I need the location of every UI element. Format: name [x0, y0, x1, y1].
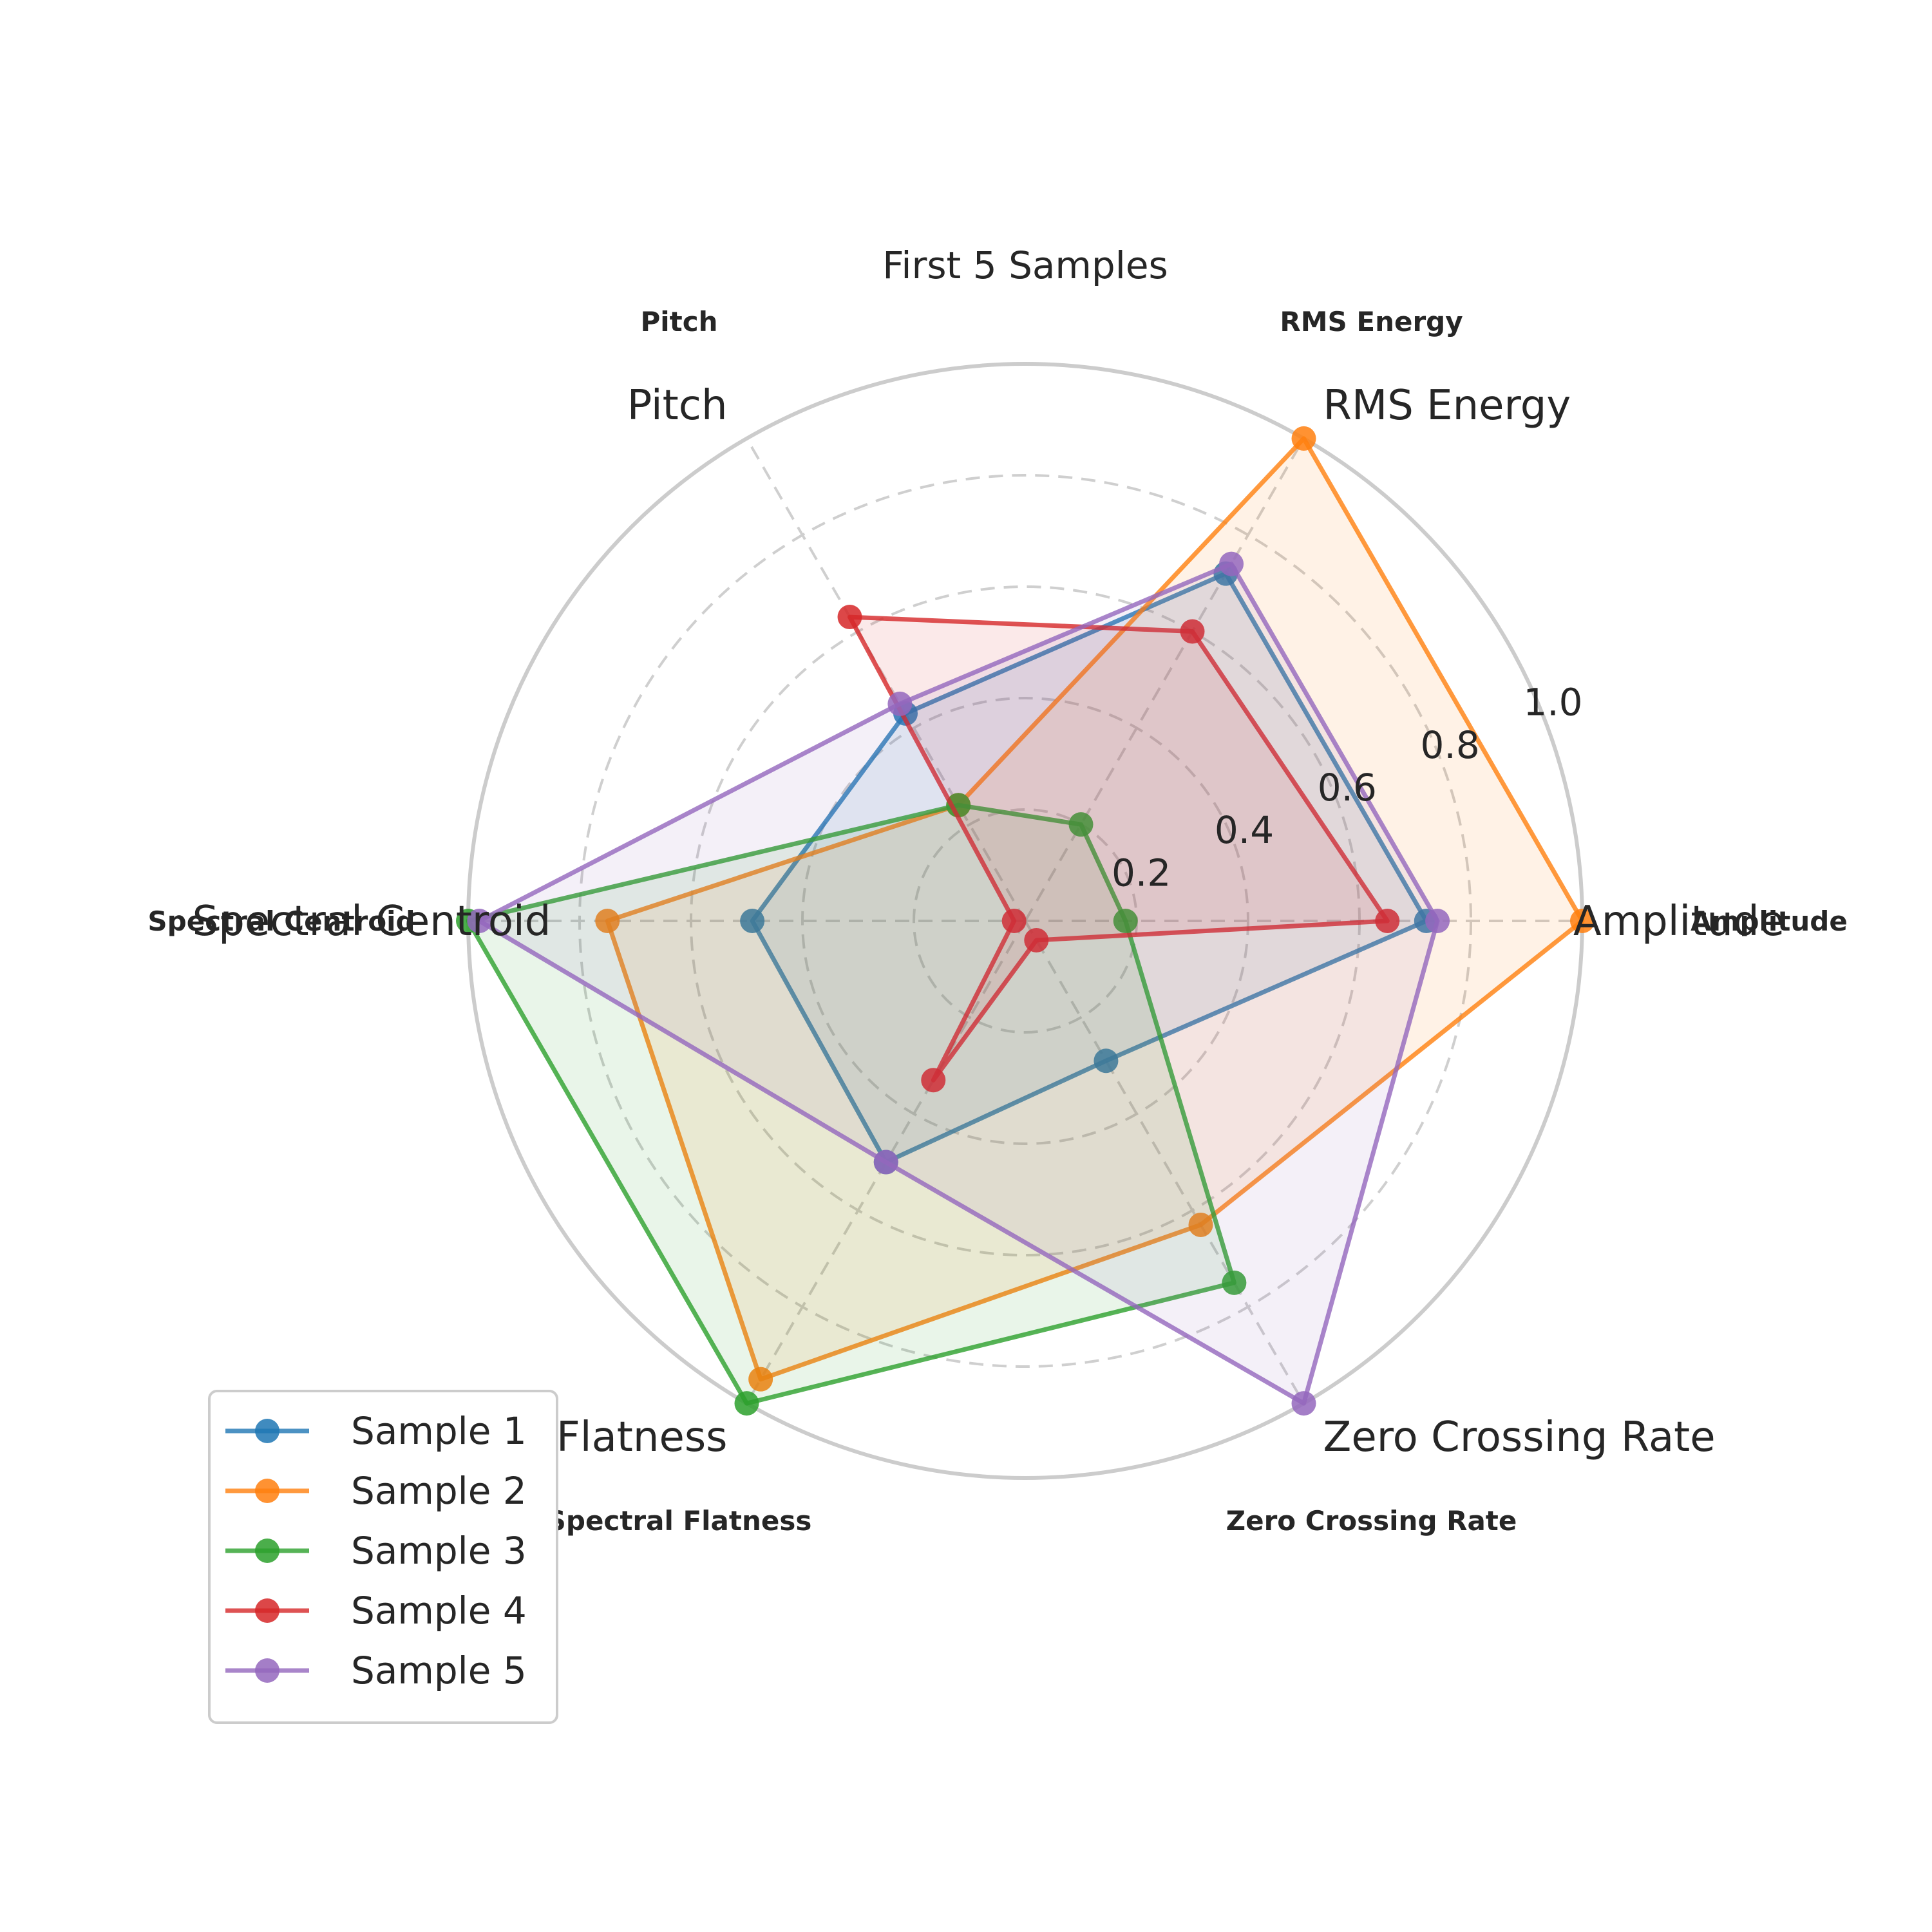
legend-label: Sample 2 [351, 1469, 527, 1513]
data-point [1024, 927, 1049, 952]
data-point [1001, 909, 1027, 933]
legend-item: Sample 5 [225, 1649, 527, 1692]
legend-label: Sample 3 [351, 1529, 527, 1573]
radial-tick-label: 0.4 [1215, 808, 1274, 852]
axis-label-bold: Zero Crossing Rate [1226, 1505, 1517, 1537]
series-area [752, 573, 1426, 1162]
data-point [921, 1068, 946, 1093]
legend-swatch-marker [255, 1479, 279, 1503]
chart-title: First 5 Samples [882, 243, 1168, 287]
legend-item: Sample 1 [225, 1409, 527, 1453]
series-area [849, 617, 1388, 1081]
legend: Sample 1 Sample 2 Sample 3 Sample 4 Sample 5 [208, 1390, 558, 1724]
axis-label-bold: RMS Energy [1280, 306, 1463, 337]
data-point [595, 909, 620, 933]
axis-label-bold: Spectral Centroid [147, 905, 415, 937]
legend-item: Sample 2 [225, 1469, 527, 1513]
data-point [873, 1150, 898, 1175]
axis-label: Amplitude [1573, 898, 1785, 945]
axis-label: Zero Crossing Rate [1323, 1414, 1716, 1461]
data-point [1375, 909, 1400, 933]
axis-label: Pitch [627, 382, 728, 430]
legend-swatch-marker [255, 1419, 279, 1443]
axis-label-bold: Amplitude [1690, 905, 1848, 937]
radial-tick-label: 0.6 [1318, 766, 1377, 810]
legend-item: Sample 4 [225, 1589, 527, 1633]
legend-label: Sample 5 [351, 1649, 527, 1692]
legend-swatch-marker [255, 1658, 279, 1683]
data-point [748, 1367, 773, 1392]
series-layer [456, 426, 1595, 1416]
legend-frame [208, 1390, 558, 1724]
series-area [479, 564, 1438, 1404]
axis-label-bold: Pitch [640, 306, 717, 337]
data-point [1188, 1212, 1213, 1237]
series-5 [467, 551, 1450, 1416]
data-point [1570, 909, 1595, 933]
data-point [1425, 909, 1450, 933]
data-point [1291, 1391, 1316, 1416]
grid-spoke [1024, 437, 1305, 922]
legend-label: Sample 1 [351, 1409, 527, 1453]
data-point [734, 1391, 759, 1416]
grid-spoke [1024, 920, 1305, 1405]
legend-items: Sample 1 Sample 2 Sample 3 Sample 4 Sample 5 [225, 1409, 527, 1692]
legend-swatch-marker [255, 1598, 279, 1623]
radial-tick-label: 0.2 [1112, 851, 1171, 895]
legend-item: Sample 3 [225, 1529, 527, 1573]
data-point [1113, 909, 1138, 933]
data-point [837, 605, 862, 630]
series-4 [837, 605, 1400, 1093]
axis-label: RMS Energy [1323, 382, 1571, 430]
legend-swatch-marker [255, 1539, 279, 1563]
legend-label: Sample 4 [351, 1589, 527, 1633]
data-point [887, 691, 913, 716]
data-point [1291, 426, 1316, 451]
axis-label: Spectral Centroid [193, 898, 551, 945]
data-point [1222, 1270, 1247, 1295]
axis-label-bold: Spectral Flatness [547, 1505, 812, 1537]
data-point [1219, 551, 1244, 576]
radial-tick-label: 0.8 [1421, 723, 1480, 767]
data-point [740, 909, 765, 933]
data-point [1068, 812, 1094, 837]
data-point [1094, 1048, 1119, 1074]
radial-tick-label: 1.0 [1523, 681, 1582, 724]
data-point [1180, 619, 1205, 644]
data-point [467, 909, 492, 933]
radial-tick-labels: 0.2 0.4 0.6 0.8 1.0 [1112, 681, 1583, 895]
